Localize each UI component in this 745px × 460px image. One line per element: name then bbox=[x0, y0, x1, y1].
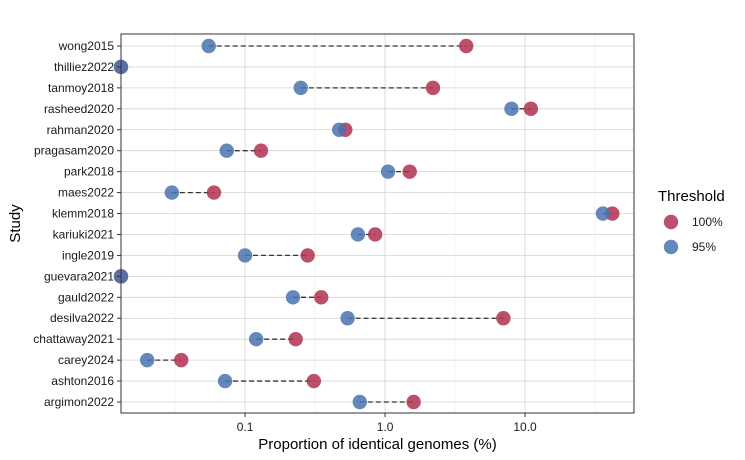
y-tick-label: thilliez2022 bbox=[54, 60, 114, 74]
y-tick-label: wong2015 bbox=[58, 39, 115, 53]
point-95 bbox=[217, 373, 233, 389]
point-95 bbox=[285, 290, 301, 305]
legend-key bbox=[663, 239, 679, 255]
grid bbox=[121, 34, 634, 413]
y-tick-label: klemm2018 bbox=[52, 207, 114, 221]
legend-label: 95% bbox=[692, 240, 716, 254]
x-axis: 0.1 1.0 10.0 bbox=[237, 413, 537, 434]
point-100 bbox=[288, 331, 303, 347]
y-tick-label: carey2024 bbox=[58, 353, 114, 367]
point-100 bbox=[406, 394, 421, 410]
point-100 bbox=[314, 290, 329, 305]
x-tick-label: 10.0 bbox=[513, 420, 537, 434]
point-100 bbox=[206, 185, 222, 200]
points bbox=[113, 38, 620, 410]
point-95 bbox=[139, 352, 155, 368]
point-100 bbox=[459, 38, 474, 54]
y-tick-label: ingle2019 bbox=[62, 248, 114, 262]
y-tick-label: argimon2022 bbox=[44, 395, 114, 409]
point-95 bbox=[504, 101, 519, 117]
point-95 bbox=[293, 80, 308, 96]
point-100 bbox=[425, 80, 441, 96]
legend-title: Threshold bbox=[658, 188, 725, 205]
y-tick-label: pragasam2020 bbox=[34, 144, 114, 158]
point-95 bbox=[350, 227, 366, 242]
y-tick-label: desilva2022 bbox=[50, 311, 114, 325]
point-100 bbox=[300, 248, 315, 263]
legend-label: 100% bbox=[692, 215, 723, 229]
connector-lines bbox=[147, 45, 613, 403]
point-100 bbox=[174, 352, 189, 368]
legend: Threshold 100% 95% bbox=[658, 188, 725, 255]
x-tick-label: 1.0 bbox=[377, 420, 394, 434]
y-tick-label: chattaway2021 bbox=[33, 332, 114, 346]
point-100 bbox=[253, 143, 269, 158]
x-tick-label: 0.1 bbox=[237, 420, 254, 434]
y-axis: argimon2022 ashton2016 carey2024 chattaway2… bbox=[33, 39, 121, 409]
point-95 bbox=[380, 164, 396, 179]
point-95 bbox=[237, 248, 253, 263]
y-tick-label: kariuki2021 bbox=[53, 227, 115, 241]
point-100 bbox=[402, 164, 417, 179]
x-axis-title: Proportion of identical genomes (%) bbox=[258, 436, 496, 453]
y-tick-label: gauld2022 bbox=[58, 290, 114, 304]
y-tick-label: maes2022 bbox=[58, 186, 114, 200]
point-95 bbox=[352, 394, 367, 410]
y-tick-label: ashton2016 bbox=[51, 374, 114, 388]
point-95 bbox=[331, 122, 347, 137]
point-95 bbox=[248, 331, 264, 347]
point-95 bbox=[595, 206, 611, 221]
legend-key bbox=[663, 214, 679, 230]
point-95 bbox=[201, 38, 216, 54]
panel-border bbox=[120, 33, 635, 414]
point-100 bbox=[523, 101, 539, 117]
y-axis-title: Study bbox=[7, 204, 24, 243]
y-tick-label: rahman2020 bbox=[47, 123, 115, 137]
point-95 bbox=[164, 185, 180, 200]
y-tick-label: guevara2021 bbox=[44, 269, 114, 283]
point-100 bbox=[367, 227, 383, 242]
point-95 bbox=[340, 311, 355, 326]
y-tick-label: park2018 bbox=[64, 165, 114, 179]
y-tick-label: rasheed2020 bbox=[44, 102, 114, 116]
y-tick-label: tanmoy2018 bbox=[48, 81, 114, 95]
point-100 bbox=[496, 311, 511, 326]
point-100 bbox=[306, 373, 322, 389]
point-95 bbox=[219, 143, 234, 158]
